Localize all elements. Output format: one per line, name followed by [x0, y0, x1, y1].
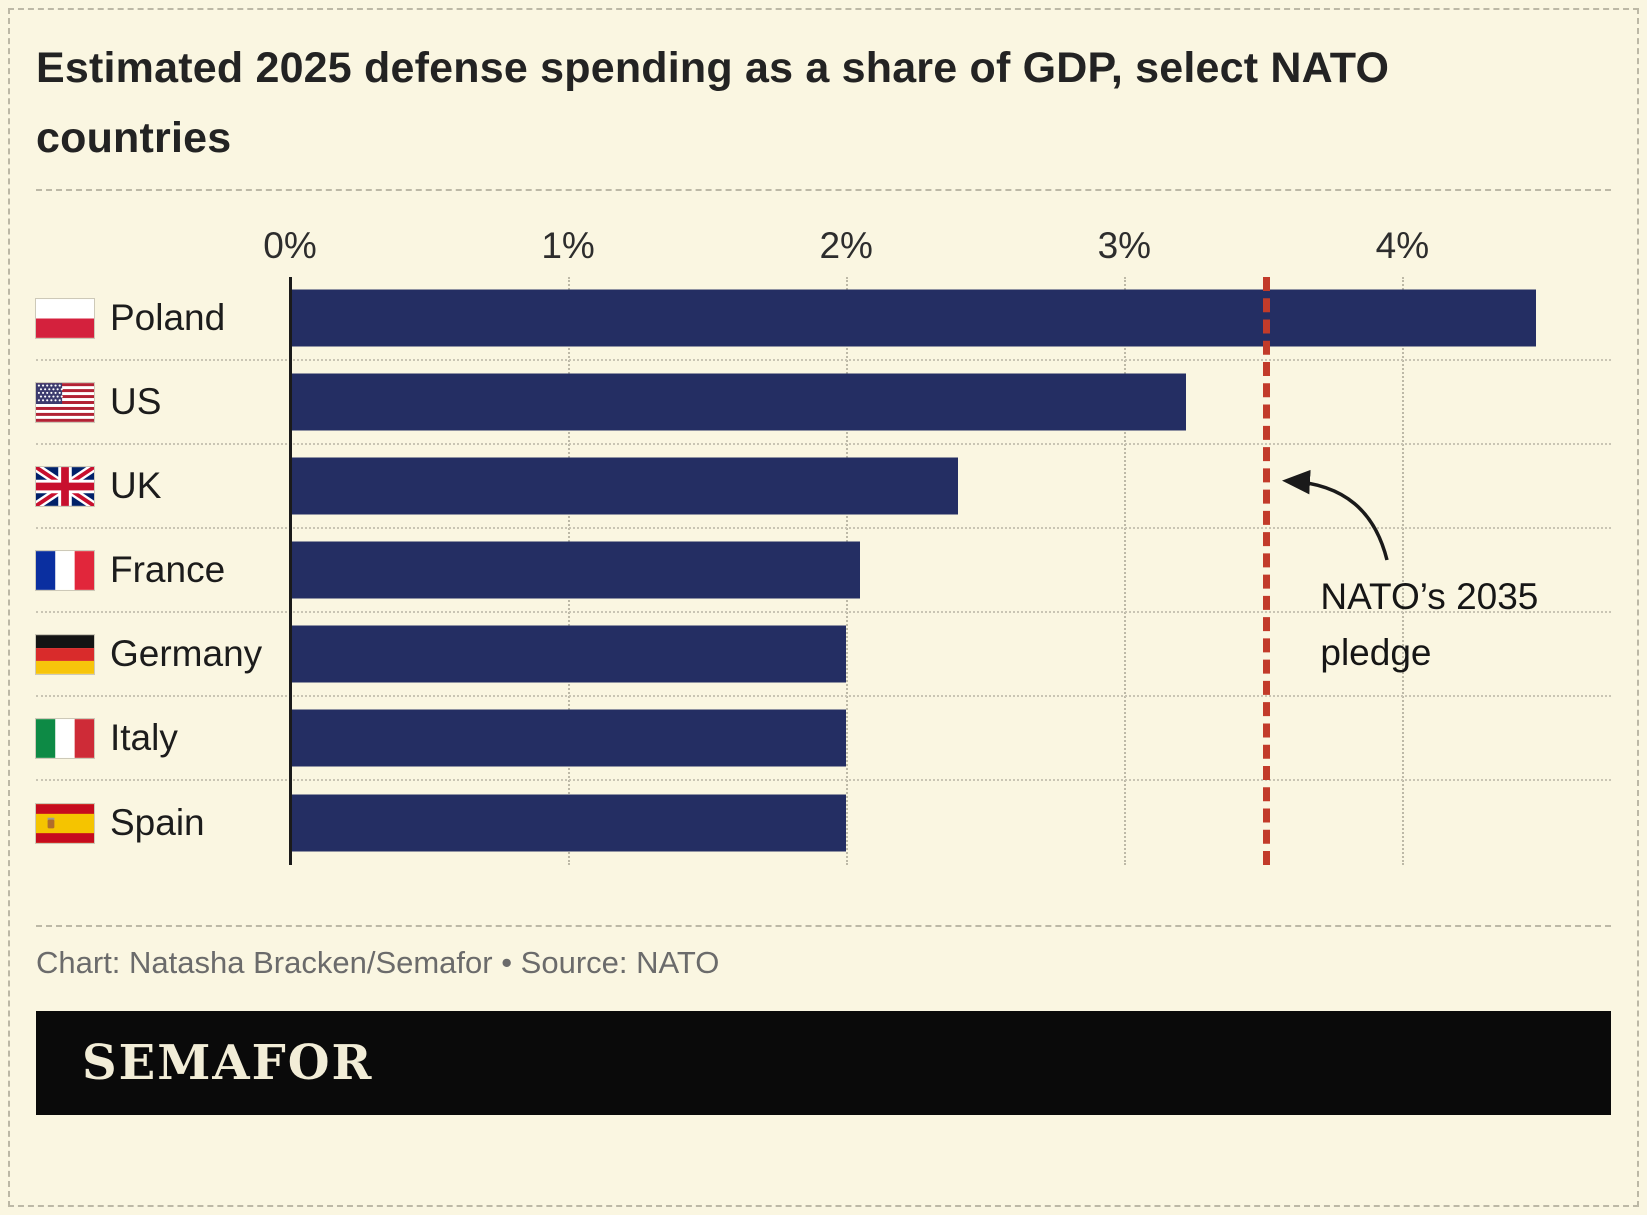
country-label: Spain [110, 802, 205, 844]
chart-row-de: Germany [36, 613, 1611, 698]
plot-area: Poland US UK France Germany Italy Spain NATO’s… [36, 277, 1611, 866]
x-tick-label: 3% [1097, 225, 1152, 267]
bar-cell [290, 445, 1611, 527]
bar-cell [290, 361, 1611, 443]
bar-cell [290, 277, 1611, 359]
chart-row-fr: France [36, 529, 1611, 614]
chart-row-gb: UK [36, 445, 1611, 530]
flag-icon-gb [36, 466, 94, 506]
bar-it [290, 709, 847, 767]
country-label: Germany [110, 633, 263, 675]
gridline [1124, 277, 1127, 866]
country-label-cell: UK [36, 465, 290, 507]
bar-cell [290, 697, 1611, 779]
chart-row-us: US [36, 361, 1611, 446]
bar-rows: Poland US UK France Germany Italy Spain [36, 277, 1611, 865]
country-label-cell: Germany [36, 633, 290, 675]
gridline [1402, 277, 1405, 866]
bar-cell [290, 781, 1611, 865]
country-label: France [110, 549, 226, 591]
country-label-cell: Spain [36, 802, 290, 844]
country-label-cell: France [36, 549, 290, 591]
flag-icon-it [36, 718, 94, 758]
flag-icon-fr [36, 550, 94, 590]
chart-row-it: Italy [36, 697, 1611, 782]
flag-icon-pl [36, 298, 94, 338]
bar-gb [290, 457, 958, 515]
x-tick-label: 2% [819, 225, 873, 267]
country-label-cell: Italy [36, 717, 290, 759]
country-label-cell: US [36, 381, 290, 423]
country-label-cell: Poland [36, 297, 290, 339]
x-axis: 0% 1% 2% 3% 4% [36, 191, 1611, 277]
bar-pl [290, 289, 1536, 347]
country-label: US [110, 381, 162, 423]
x-tick-label: 4% [1375, 225, 1430, 267]
country-label: Poland [110, 297, 226, 339]
bar-fr [290, 541, 861, 599]
bar-us [290, 373, 1186, 431]
bar-cell [290, 529, 1611, 611]
section-divider-bottom [36, 925, 1611, 928]
chart-row-es: Spain [36, 781, 1611, 865]
bar-es [290, 794, 847, 852]
chart-title: Estimated 2025 defense spending as a sha… [36, 44, 1390, 162]
x-tick-label: 0% [263, 225, 317, 267]
flag-icon-es [36, 803, 94, 843]
country-label: Italy [110, 717, 178, 759]
credit-line: Chart: Natasha Bracken/Semafor • Source:… [36, 945, 720, 981]
semafor-logo: SEMAFOR [82, 1035, 374, 1092]
chart-content: Estimated 2025 defense spending as a sha… [10, 10, 1637, 1205]
x-tick-label: 1% [541, 225, 595, 267]
x-axis-tick-row: 0% 1% 2% 3% 4% [263, 191, 1611, 277]
bar-de [290, 625, 847, 683]
bar-cell [290, 613, 1611, 695]
chart-row-pl: Poland [36, 277, 1611, 362]
country-label: UK [110, 465, 162, 507]
flag-icon-us [36, 382, 94, 422]
flag-icon-de [36, 634, 94, 674]
section-divider-top [36, 189, 1611, 192]
semafor-logo-bar: SEMAFOR [36, 1011, 1611, 1116]
